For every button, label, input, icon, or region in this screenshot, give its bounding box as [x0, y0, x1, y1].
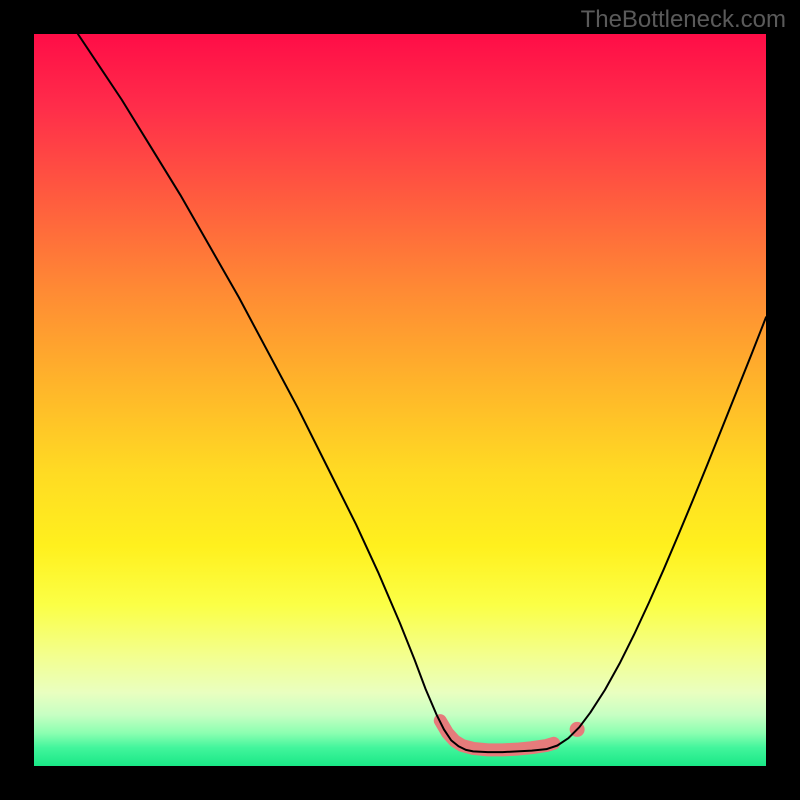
bottleneck-curve — [78, 34, 766, 752]
watermark-text: TheBottleneck.com — [581, 6, 786, 34]
curve-layer — [34, 34, 766, 766]
plot-area — [34, 34, 766, 766]
chart-frame: TheBottleneck.com — [0, 0, 800, 800]
